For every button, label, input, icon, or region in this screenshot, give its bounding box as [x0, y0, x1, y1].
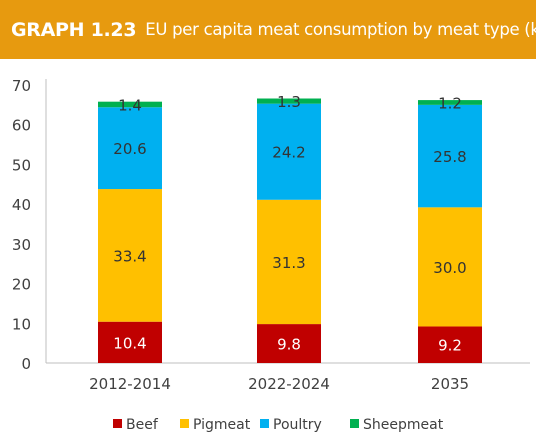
y-tick-label: 70 — [12, 77, 31, 95]
data-label: 1.4 — [118, 96, 142, 114]
data-label: 33.4 — [113, 247, 146, 265]
data-label: 25.8 — [433, 148, 466, 166]
y-tick-label: 60 — [12, 117, 31, 135]
legend-swatch — [260, 419, 269, 428]
bar-segment-pigmeat — [418, 207, 482, 327]
bar-segment-sheepmeat — [257, 98, 321, 104]
data-label: 9.8 — [277, 336, 301, 354]
legend-label: Beef — [126, 417, 159, 433]
data-label: 10.4 — [113, 334, 146, 352]
legend-swatch — [113, 419, 122, 428]
x-tick-label: 2022-2024 — [248, 375, 330, 393]
bar-segment-beef — [418, 326, 482, 363]
y-tick-label: 20 — [12, 276, 31, 294]
y-tick-label: 40 — [12, 196, 31, 214]
data-label: 1.3 — [277, 93, 301, 111]
y-tick-label: 50 — [12, 156, 31, 174]
y-tick-label: 30 — [12, 236, 31, 254]
data-label: 1.2 — [438, 94, 462, 112]
data-label: 30.0 — [433, 259, 466, 277]
graph-header: GRAPH 1.23 EU per capita meat consumptio… — [0, 0, 536, 59]
graph-title: EU per capita meat consumption by meat t… — [145, 20, 536, 39]
y-tick-label: 10 — [12, 315, 31, 333]
y-tick-label: 0 — [21, 355, 31, 373]
bar-segment-beef — [98, 321, 162, 363]
data-label: 20.6 — [113, 140, 146, 158]
bar-segment-pigmeat — [257, 199, 321, 325]
legend-label: Sheepmeat — [363, 417, 444, 433]
bar-segment-beef — [257, 324, 321, 363]
legend-swatch — [180, 419, 189, 428]
x-tick-label: 2035 — [431, 375, 469, 393]
data-label: 9.2 — [438, 337, 462, 355]
bar-segment-pigmeat — [98, 189, 162, 322]
stacked-bar-chart: 0 10 20 30 40 50 60 70 10.4 33.4 20.6 1.4 2012-2014 9… — [12, 77, 530, 433]
graph-number: GRAPH 1.23 — [11, 18, 137, 41]
bar-segment-sheepmeat — [98, 101, 162, 108]
bar-segment-poultry — [257, 103, 321, 200]
data-label: 24.2 — [272, 144, 305, 162]
data-label: 31.3 — [272, 254, 305, 272]
x-tick-label: 2012-2014 — [89, 375, 171, 393]
legend-swatch — [350, 419, 359, 428]
bar-segment-sheepmeat — [418, 100, 482, 105]
legend-label: Pigmeat — [193, 417, 251, 433]
legend-label: Poultry — [273, 417, 322, 433]
bar-segment-poultry — [98, 107, 162, 190]
bar-segment-poultry — [418, 104, 482, 208]
